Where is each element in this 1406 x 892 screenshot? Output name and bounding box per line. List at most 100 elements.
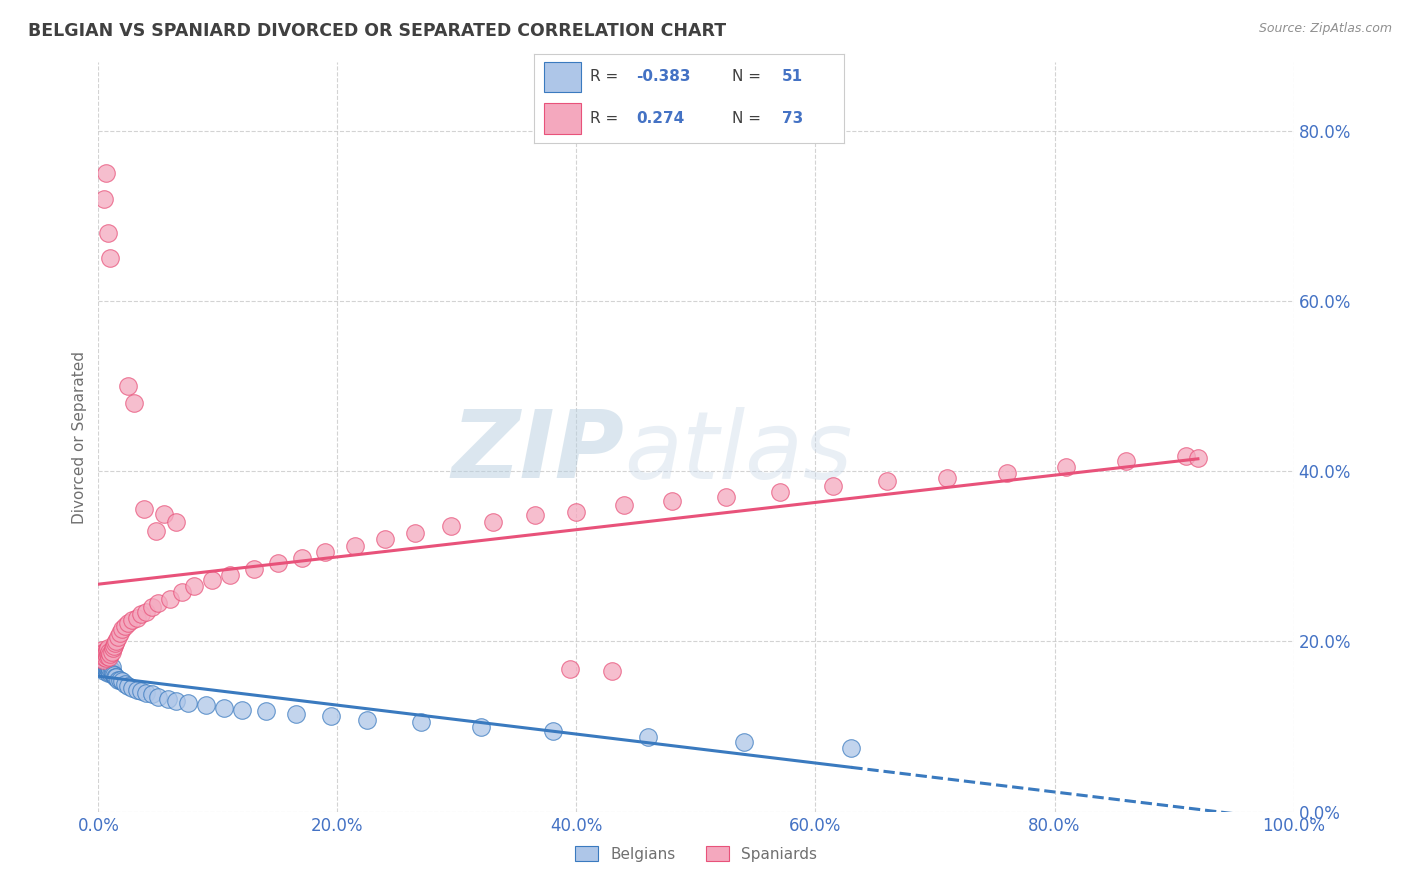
Point: [1187, 451, 1209, 466]
Text: ZIP: ZIP: [451, 406, 624, 498]
Point: [876, 475, 898, 489]
Point: [98, 649, 121, 664]
Point: [284, 706, 307, 721]
Point: [108, 626, 131, 640]
Point: [98, 662, 122, 676]
Point: [125, 610, 148, 624]
Point: [97, 665, 120, 680]
Point: [98, 252, 122, 266]
Point: [714, 490, 737, 504]
Point: [107, 673, 129, 687]
Point: [97, 647, 120, 661]
Point: [541, 723, 564, 738]
Point: [523, 508, 546, 523]
Point: [100, 645, 122, 659]
Point: [267, 556, 290, 570]
Point: [96, 664, 118, 678]
Point: [103, 668, 125, 682]
Point: [153, 507, 176, 521]
Point: [212, 701, 235, 715]
Point: [135, 685, 157, 699]
Point: [91, 647, 114, 661]
Point: [602, 664, 624, 678]
Point: [93, 664, 115, 678]
Point: [135, 605, 157, 619]
Point: [195, 698, 218, 713]
Point: [105, 670, 128, 684]
Point: [96, 648, 118, 663]
Point: [219, 568, 242, 582]
Point: [90, 651, 112, 665]
Point: [841, 740, 863, 755]
Point: [165, 515, 187, 529]
Point: [411, 715, 433, 730]
Point: [148, 690, 170, 704]
Text: BELGIAN VS SPANIARD DIVORCED OR SEPARATED CORRELATION CHART: BELGIAN VS SPANIARD DIVORCED OR SEPARATE…: [28, 22, 727, 40]
Point: [1175, 449, 1198, 463]
Point: [165, 694, 187, 708]
Point: [481, 515, 505, 529]
Point: [1056, 459, 1078, 474]
Point: [97, 641, 120, 656]
Point: [1115, 454, 1137, 468]
Point: [91, 658, 114, 673]
Text: N =: N =: [733, 112, 766, 126]
Point: [148, 596, 170, 610]
Point: [125, 683, 148, 698]
Point: [768, 485, 790, 500]
Point: [936, 471, 959, 485]
Text: Source: ZipAtlas.com: Source: ZipAtlas.com: [1258, 22, 1392, 36]
Point: [93, 649, 115, 664]
Point: [637, 730, 659, 744]
Point: [94, 166, 117, 180]
Point: [440, 519, 463, 533]
Point: [94, 646, 117, 660]
Text: 73: 73: [782, 112, 803, 126]
Point: [131, 683, 153, 698]
Point: [104, 670, 127, 684]
Point: [114, 677, 136, 691]
Point: [101, 666, 124, 681]
Point: [114, 619, 136, 633]
Point: [156, 692, 179, 706]
Point: [141, 600, 163, 615]
Point: [291, 551, 314, 566]
Point: [111, 674, 134, 689]
Point: [321, 709, 343, 723]
Point: [105, 634, 128, 648]
Point: [121, 613, 143, 627]
Text: 51: 51: [782, 70, 803, 84]
Point: [733, 735, 755, 749]
Point: [100, 660, 122, 674]
Point: [231, 702, 253, 716]
Point: [93, 660, 115, 674]
Point: [90, 656, 112, 670]
Point: [97, 662, 120, 676]
Point: [177, 696, 200, 710]
Point: [145, 524, 167, 538]
Text: R =: R =: [591, 112, 623, 126]
Point: [98, 645, 121, 659]
Point: [98, 660, 121, 674]
Point: [91, 653, 114, 667]
Text: atlas: atlas: [624, 407, 852, 498]
Point: [96, 660, 118, 674]
Point: [374, 533, 396, 547]
Point: [356, 713, 378, 727]
Point: [613, 498, 636, 512]
Point: [96, 643, 118, 657]
Text: 0.274: 0.274: [637, 112, 685, 126]
Point: [159, 591, 181, 606]
Text: -0.383: -0.383: [637, 70, 690, 84]
Point: [254, 704, 277, 718]
Point: [96, 656, 118, 670]
Point: [108, 673, 131, 687]
Point: [201, 573, 224, 587]
Point: [470, 720, 492, 734]
Point: [243, 562, 266, 576]
Point: [117, 379, 139, 393]
Point: [117, 679, 139, 693]
Point: [93, 645, 115, 659]
Point: [132, 502, 155, 516]
Point: [131, 607, 153, 622]
